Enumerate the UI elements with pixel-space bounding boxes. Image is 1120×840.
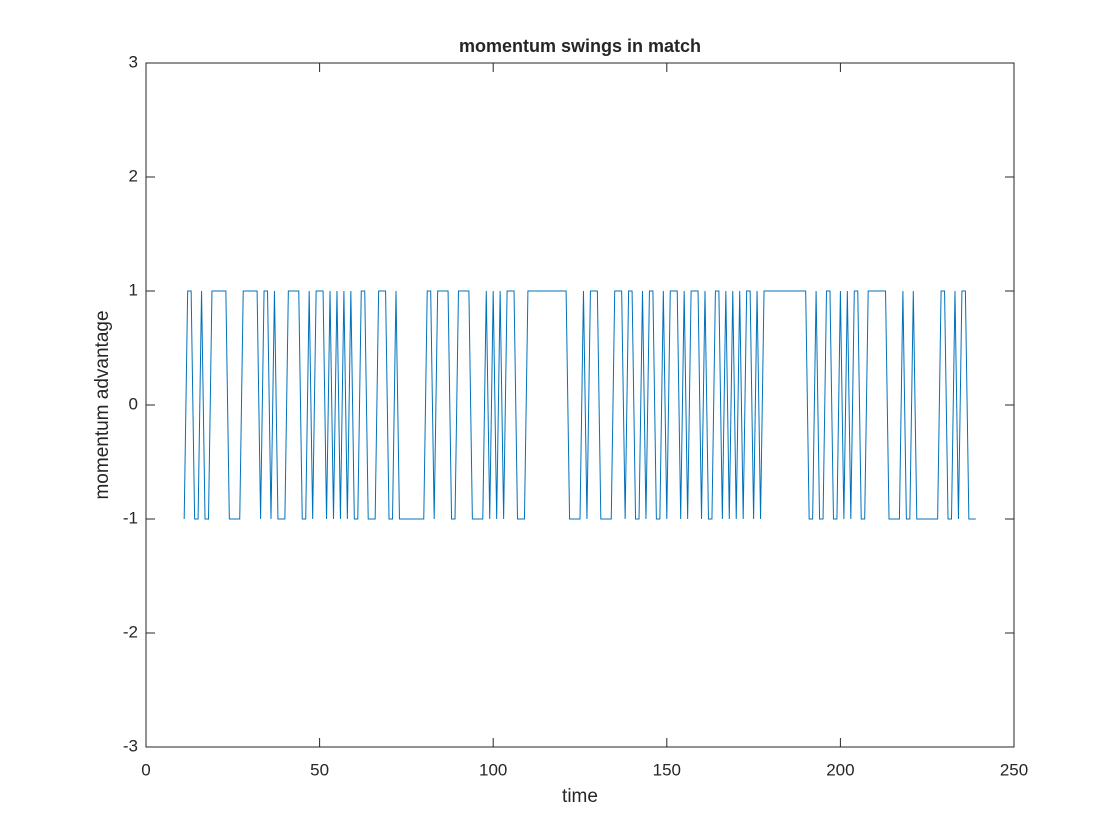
y-axis-label: momentum advantage (92, 310, 113, 499)
x-tick-label: 250 (1000, 760, 1028, 779)
chart-title: momentum swings in match (459, 36, 701, 56)
y-tick-label: 0 (129, 394, 138, 413)
data-line (183, 290, 976, 520)
y-tick-label: 2 (129, 166, 138, 185)
x-axis-label: time (562, 786, 598, 807)
x-tick-label: 100 (479, 760, 507, 779)
y-tick-label: -2 (123, 622, 138, 641)
x-tick-label: 200 (826, 760, 854, 779)
y-tick-label: -3 (123, 736, 138, 755)
x-tick-label: 0 (141, 760, 150, 779)
x-tick-label: 150 (653, 760, 681, 779)
y-tick-label: -1 (123, 508, 138, 527)
x-tick-label: 50 (310, 760, 329, 779)
y-tick-label: 1 (129, 280, 138, 299)
y-tick-label: 3 (129, 52, 138, 71)
